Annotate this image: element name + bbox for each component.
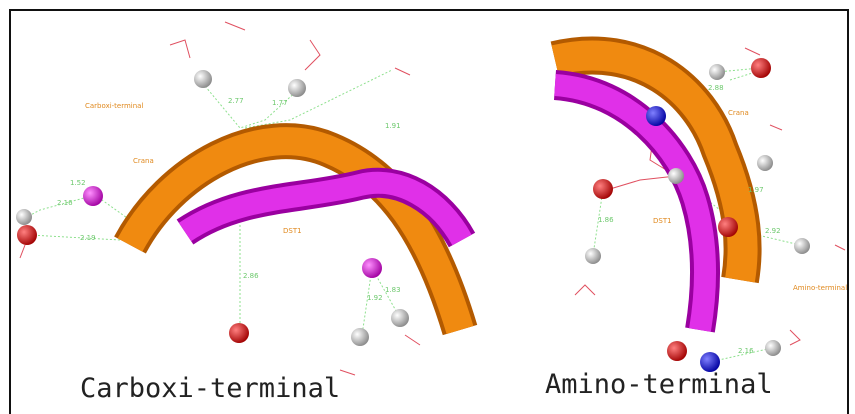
label: 2.86 xyxy=(243,272,259,280)
atom xyxy=(668,168,684,184)
label: DST1 xyxy=(653,217,672,225)
label: 1.83 xyxy=(385,286,401,294)
atom xyxy=(667,341,687,361)
atom xyxy=(585,248,601,264)
atom xyxy=(593,179,613,199)
atom xyxy=(718,217,738,237)
label: 1.77 xyxy=(272,99,288,107)
label: 1.86 xyxy=(598,216,614,224)
atom xyxy=(765,340,781,356)
atom xyxy=(83,186,103,206)
label: 1.52 xyxy=(70,179,86,187)
atom xyxy=(391,309,409,327)
atom xyxy=(751,58,771,78)
atom xyxy=(194,70,212,88)
label: 2.88 xyxy=(708,84,724,92)
ribbon-orange-hl xyxy=(130,141,460,330)
atom xyxy=(17,225,37,245)
label: Carboxi-terminal xyxy=(85,102,143,110)
atom xyxy=(794,238,810,254)
atom xyxy=(351,328,369,346)
panel-caption: Carboxi-terminal xyxy=(80,373,340,404)
figure: Carboxi-terminal Crana 2.77 1.77 1.91 1.… xyxy=(0,0,855,414)
label: 2.19 xyxy=(80,234,96,242)
label: DST1 xyxy=(283,227,302,235)
label: 1.97 xyxy=(748,186,764,194)
label: 2.92 xyxy=(765,227,781,235)
atom xyxy=(229,323,249,343)
atom xyxy=(16,209,32,225)
label: Amino-terminal xyxy=(793,284,847,292)
label: Crana xyxy=(728,109,749,117)
atom xyxy=(288,79,306,97)
label: 2.16 xyxy=(57,199,73,207)
atom xyxy=(362,258,382,278)
label: 1.92 xyxy=(367,294,383,302)
atom xyxy=(757,155,773,171)
panel-caption: Amino-terminal xyxy=(545,369,773,400)
atom xyxy=(709,64,725,80)
label: 2.77 xyxy=(228,97,244,105)
atom xyxy=(646,106,666,126)
right-panel: 2.88 Crana 1.97 DST1 2.92 1.86 Amino-ter… xyxy=(545,48,847,400)
left-panel: Carboxi-terminal Crana 2.77 1.77 1.91 1.… xyxy=(16,22,462,404)
label: Crana xyxy=(133,157,154,165)
label: 2.16 xyxy=(738,347,754,355)
label: 1.91 xyxy=(385,122,401,130)
